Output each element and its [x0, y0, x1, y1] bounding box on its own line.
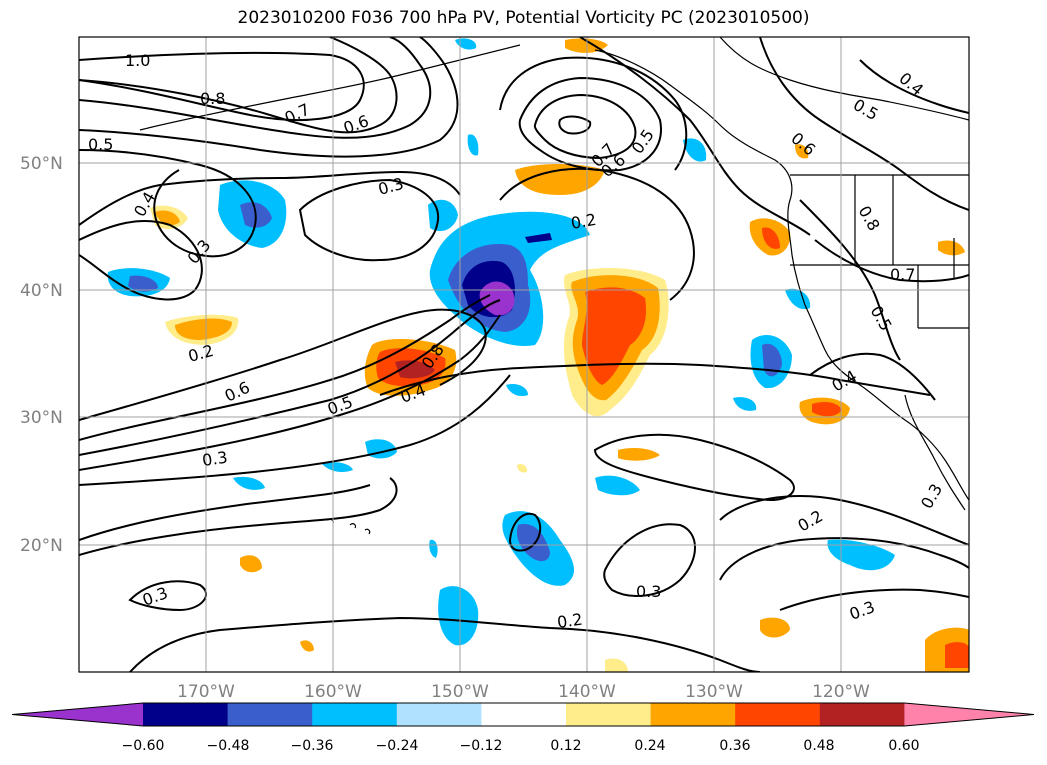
lon-label: 150°W [431, 682, 489, 702]
longitude-labels: 170°W 160°W 150°W 140°W 130°W 120°W [177, 682, 870, 702]
colorbar-tick: 0.24 [634, 738, 665, 754]
contour-label: 0.3 [201, 448, 229, 470]
colorbar-tick: −0.12 [460, 738, 503, 754]
gridlines [79, 37, 969, 672]
colorbar-tick: −0.60 [122, 738, 165, 754]
contour-label: 0.7 [890, 265, 915, 284]
lon-label: 160°W [304, 682, 362, 702]
colorbar-segment [819, 703, 905, 726]
colorbar-extend-low [12, 703, 143, 726]
pv-anomaly-fills [107, 38, 969, 672]
colorbar-segment [650, 703, 736, 726]
contour-label: 0.2 [556, 610, 584, 632]
contour-label: 0.3 [636, 582, 661, 601]
contour-label: 0.2 [569, 210, 597, 233]
map-background [79, 37, 969, 672]
lon-label: 130°W [685, 682, 743, 702]
colorbar-segment [396, 703, 482, 726]
colorbar-extend-high [904, 703, 1034, 726]
colorbar-tick: 0.60 [888, 738, 919, 754]
colorbar-tick: −0.24 [376, 738, 419, 754]
colorbar-tick-labels: −0.60 −0.48 −0.36 −0.24 −0.12 0.12 0.24 … [122, 738, 920, 754]
pv-contours [79, 37, 969, 672]
lat-label: 20°N [20, 536, 63, 556]
colorbar-tick: −0.36 [291, 738, 334, 754]
colorbar-segment [143, 703, 229, 726]
colorbar-segment [227, 703, 313, 726]
colorbar-outline [11, 702, 1035, 727]
colorbar-tick: 0.36 [719, 738, 750, 754]
lat-label: 50°N [20, 154, 63, 174]
latitude-labels: 50°N 40°N 30°N 20°N [20, 154, 63, 556]
colorbar [11, 702, 1035, 727]
colorbar-tick: 0.48 [803, 738, 834, 754]
lat-label: 40°N [20, 281, 63, 301]
colorbar-tick: 0.12 [550, 738, 581, 754]
lon-label: 140°W [558, 682, 616, 702]
colorbar-segment [481, 703, 567, 726]
map-frame [78, 36, 970, 673]
colorbar-segment [312, 703, 398, 726]
contour-label: 0.5 [88, 135, 113, 154]
contour-label: 1.0 [125, 51, 150, 70]
contour-label: 0.8 [200, 89, 225, 108]
map-title: 2023010200 F036 700 hPa PV, Potential Vo… [237, 8, 810, 28]
colorbar-tick: −0.48 [207, 738, 250, 754]
lon-label: 120°W [812, 682, 870, 702]
lat-label: 30°N [20, 408, 63, 428]
colorbar-segment [735, 703, 821, 726]
lon-label: 170°W [177, 682, 235, 702]
colorbar-segment [566, 703, 652, 726]
